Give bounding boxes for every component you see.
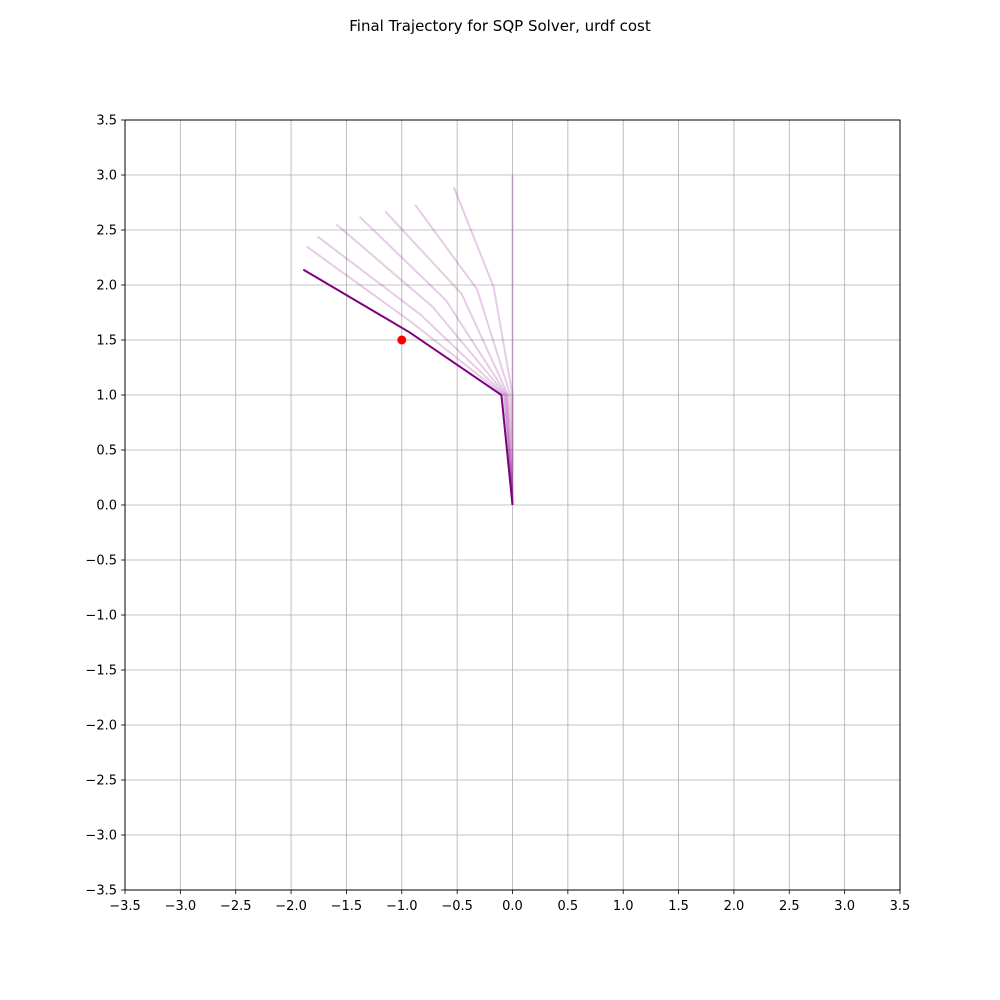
y-tick-label: −0.5: [85, 554, 117, 569]
intermediate-trajectory: [452, 186, 514, 505]
y-tick-label: −2.0: [85, 719, 117, 734]
y-tick-label: −3.5: [85, 884, 117, 899]
x-tick-label: 0.0: [502, 899, 523, 914]
x-tick-label: −0.5: [441, 899, 473, 914]
final-trajectory: [302, 268, 514, 506]
intermediate-trajectory: [414, 204, 514, 506]
x-tick-label: 0.5: [558, 899, 579, 914]
y-tick-label: 2.0: [96, 279, 117, 294]
x-tick-label: −1.0: [386, 899, 418, 914]
x-axis-ticks: −3.5 −3.0 −2.5 −2.0 −1.5 −1.0 −0.5 0.0 0.5 1.0 1.5…: [109, 890, 910, 914]
x-tick-label: −3.0: [165, 899, 197, 914]
y-tick-label: 1.0: [96, 389, 117, 404]
x-tick-label: 3.5: [890, 899, 911, 914]
x-tick-label: 1.5: [668, 899, 689, 914]
y-tick-label: 0.5: [96, 444, 117, 459]
y-tick-label: −2.5: [85, 774, 117, 789]
y-axis-ticks: −3.5 −3.0 −2.5 −2.0 −1.5 −1.0 −0.5 0.0 0.5 1.0 1.5…: [85, 114, 125, 899]
y-tick-label: 2.5: [96, 224, 117, 239]
trajectory-series: [302, 175, 514, 506]
y-tick-label: 3.5: [96, 114, 117, 129]
x-tick-label: 2.0: [724, 899, 745, 914]
axes-frame: [124, 119, 901, 891]
y-tick-label: 1.5: [96, 334, 117, 349]
y-tick-label: −1.0: [85, 609, 117, 624]
x-tick-label: −3.5: [109, 899, 141, 914]
y-tick-label: 3.0: [96, 169, 117, 184]
y-tick-label: −1.5: [85, 664, 117, 679]
target-point: [397, 335, 407, 345]
intermediate-trajectory: [335, 223, 514, 506]
x-tick-label: −2.0: [275, 899, 307, 914]
x-tick-label: 2.5: [779, 899, 800, 914]
x-tick-label: 3.0: [834, 899, 855, 914]
intermediate-trajectory: [306, 245, 514, 506]
intermediate-trajectory: [384, 210, 514, 506]
x-tick-label: 1.0: [613, 899, 634, 914]
x-tick-label: −2.5: [220, 899, 252, 914]
intermediate-trajectory: [316, 235, 514, 506]
x-tick-label: −1.5: [331, 899, 363, 914]
y-tick-label: −3.0: [85, 829, 117, 844]
intermediate-trajectory: [359, 216, 514, 506]
chart-title: Final Trajectory for SQP Solver, urdf co…: [349, 17, 651, 35]
y-tick-label: 0.0: [96, 499, 117, 514]
